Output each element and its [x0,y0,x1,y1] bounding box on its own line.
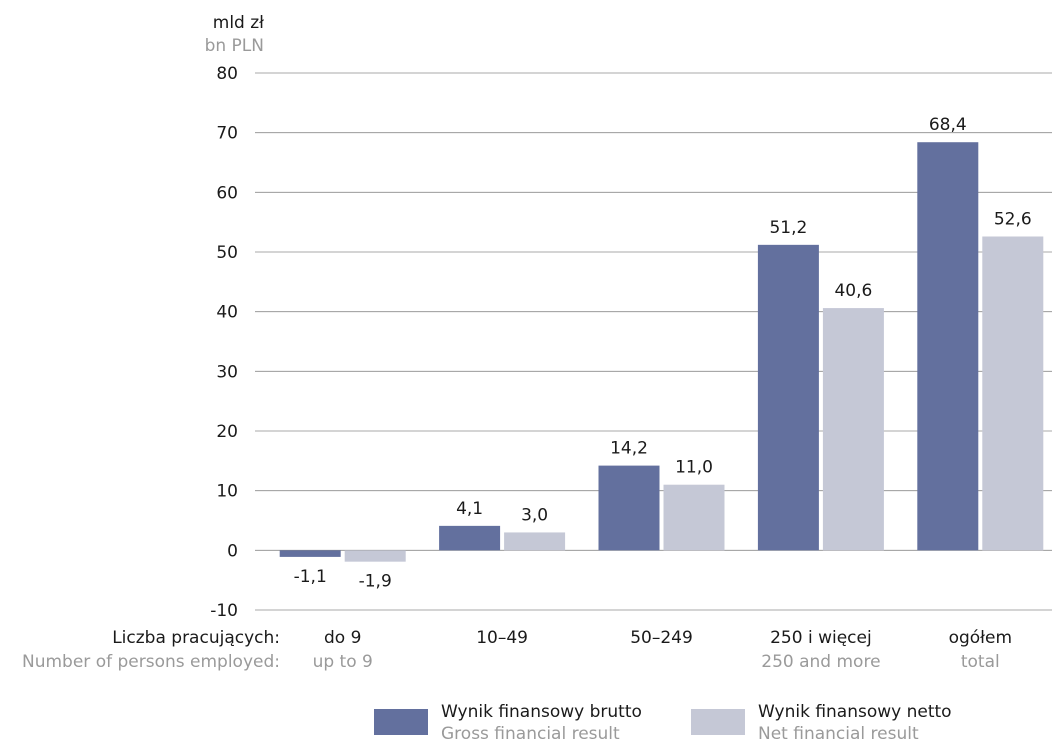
x-category-label-en: total [961,652,1000,672]
x-category-label-en: up to 9 [313,652,373,672]
bar [663,484,725,551]
x-category-label: do 9 [324,628,361,648]
data-label: -1,1 [294,567,327,587]
y-tick-label: 80 [216,64,238,84]
legend-swatch [374,709,428,735]
bar [439,525,501,551]
legend-swatch [691,709,745,735]
bar [822,308,884,551]
bar [917,142,979,551]
x-category-label: ogółem [949,628,1012,648]
legend-label-en: Net financial result [758,724,919,742]
data-label: 52,6 [994,209,1032,229]
legend: Wynik finansowy brutto Gross financial re… [374,702,952,742]
x-axis-title: Liczba pracujących: [112,628,280,648]
legend-label: Wynik finansowy brutto [441,702,642,722]
data-label: 51,2 [769,218,807,238]
bars [279,142,1044,562]
data-label: 14,2 [610,439,648,459]
y-tick-label: -10 [210,601,238,621]
data-label: -1,9 [359,572,392,592]
y-tick-label: 0 [227,541,238,561]
x-axis-title-en: Number of persons employed: [22,652,280,672]
x-category-label: 50–249 [630,628,693,648]
y-tick-label: 20 [216,422,238,442]
bar [598,465,660,551]
y-tick-label: 40 [216,303,238,323]
bar [344,550,406,562]
x-category-label-en: 250 and more [761,652,880,672]
bar [279,550,341,557]
y-tick-label: 30 [216,362,238,382]
x-axis-labels: do 9 up to 9 10–49 50–249 250 i więcej 250 an… [313,628,1012,672]
bar [757,244,819,551]
bar [982,236,1044,551]
y-unit-label-en: bn PLN [205,36,264,56]
y-tick-label: 50 [216,243,238,263]
data-label: 4,1 [456,499,483,519]
data-label: 40,6 [834,281,872,301]
y-axis-ticks: -10 0 10 20 30 40 50 60 70 80 [210,64,238,621]
legend-label: Wynik finansowy netto [758,702,952,722]
data-label: 11,0 [675,458,713,478]
bar [504,532,566,551]
x-category-label: 250 i więcej [770,628,872,648]
legend-label-en: Gross financial result [441,724,620,742]
y-unit-label: mld zł [213,13,264,33]
y-tick-label: 60 [216,183,238,203]
data-labels: -1,1 -1,9 4,1 3,0 14,2 11,0 51,2 40,6 68,4 52,6 [294,115,1032,591]
y-tick-label: 10 [216,482,238,502]
data-label: 68,4 [929,115,967,135]
data-label: 3,0 [521,505,548,525]
y-tick-label: 70 [216,124,238,144]
x-category-label: 10–49 [476,628,528,648]
